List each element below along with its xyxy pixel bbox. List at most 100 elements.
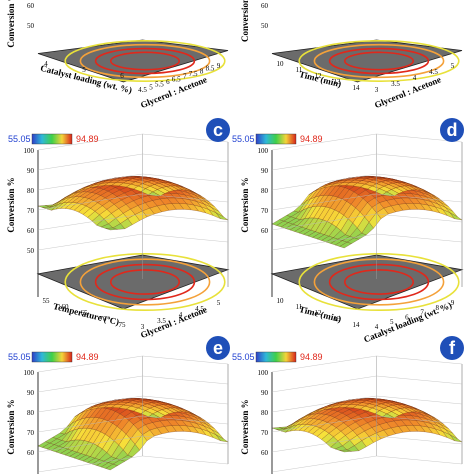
z-gridline [271, 435, 377, 453]
z-gridline [37, 375, 143, 393]
colorbar-min-label: 55.05 [8, 352, 31, 362]
colorbar-max-label: 94.89 [76, 134, 99, 144]
y-tick-label: 7.5 [189, 70, 198, 78]
floor-plane [271, 39, 463, 83]
z-gridline [142, 395, 229, 405]
y-tick-label: 8 [436, 304, 440, 312]
z-tick-label: 100 [258, 369, 269, 377]
x-tick-label: 10 [277, 60, 285, 68]
y-tick-label: 6 [405, 313, 409, 321]
z-gridline [37, 193, 143, 211]
z-tick-label: 80 [261, 409, 269, 417]
contour-line [64, 40, 226, 82]
z-tick-label: 90 [261, 389, 269, 397]
z-tick-label: 80 [27, 187, 35, 195]
z-gridline [142, 375, 229, 385]
y-tick-label: 6 [166, 78, 170, 86]
contour-line [313, 43, 445, 79]
contour-line [94, 47, 196, 75]
x-tick-label: 70 [100, 315, 108, 323]
z-gridline [271, 395, 377, 413]
z-tick-label: 70 [261, 429, 269, 437]
z-gridline [37, 355, 143, 373]
z-gridline [376, 455, 463, 465]
panel-badge [440, 118, 464, 142]
z-gridline [142, 193, 229, 203]
floor-plane [36, 254, 230, 310]
z-axis-title: Conversion % [240, 399, 250, 454]
y-tick-label: 8 [200, 67, 204, 75]
z-axis-title: Conversion % [240, 177, 250, 232]
z-gridline [142, 415, 229, 425]
y-tick-label: 3 [141, 323, 145, 331]
z-axis-title: Conversion [240, 0, 250, 42]
panel-badge [206, 336, 230, 360]
y-tick-label: 3.5 [391, 80, 400, 88]
colorbar-min-label: 55.05 [8, 134, 31, 144]
y-tick-label: 7 [183, 73, 187, 81]
y-tick-label: 5 [217, 299, 221, 307]
y-tick-label: 4 [375, 323, 379, 331]
colorbar [255, 133, 297, 145]
z-gridline [37, 233, 143, 251]
contour-line [343, 51, 414, 71]
z-gridline [271, 193, 377, 211]
z-axis-title: Conversion % [6, 399, 16, 454]
z-gridline [376, 355, 463, 365]
z-tick-label: 100 [24, 369, 35, 377]
contour-line [298, 252, 460, 312]
y-tick-label: 6.5 [172, 75, 181, 83]
axes-layer [37, 133, 463, 474]
y-tick-label: 7 [420, 309, 424, 317]
z-gridline [142, 233, 229, 243]
x-axis-title: Temperature (ºC) [52, 301, 120, 327]
panel-letter: e [213, 338, 223, 358]
x-tick-label: 12 [315, 72, 323, 80]
panel-letter: f [449, 338, 456, 358]
x-tick-label: 75 [119, 321, 127, 329]
z-gridline [142, 435, 229, 445]
z-gridline [37, 173, 143, 191]
z-tick-label: 100 [24, 147, 35, 155]
z-gridline [271, 355, 377, 373]
z-gridline [37, 213, 143, 231]
z-gridline [376, 213, 463, 223]
colorbar-min-label: 55.05 [232, 134, 255, 144]
z-axis-title: Conversion % [6, 177, 16, 232]
z-gridline [142, 355, 229, 365]
z-tick-label: 50 [27, 247, 35, 255]
z-gridline [37, 455, 143, 473]
y-tick-label: 5 [149, 83, 153, 91]
z-gridline [142, 455, 229, 465]
z-gridline [376, 153, 463, 163]
z-gridline [271, 415, 377, 433]
colorbar-max-label: 94.89 [300, 352, 323, 362]
z-gridline [271, 375, 377, 393]
panel-badge [206, 118, 230, 142]
z-gridline [37, 415, 143, 433]
contour-line [298, 40, 460, 82]
colorbar-min-label: 55.05 [232, 352, 255, 362]
z-gridline [376, 395, 463, 405]
z-gridline [37, 395, 143, 413]
z-gridline [376, 415, 463, 425]
y-tick-label: 4.5 [429, 68, 438, 76]
x-tick-label: 60 [62, 303, 70, 311]
x-tick-label: 6 [120, 72, 124, 80]
y-tick-label: 4.5 [195, 305, 204, 313]
z-tick-label: 70 [27, 429, 35, 437]
contour-line [79, 258, 211, 306]
z-gridline [271, 213, 377, 231]
colorbar-max-label: 94.89 [300, 134, 323, 144]
panel-letter: d [447, 120, 458, 140]
z-gridline [37, 435, 143, 453]
z-tick-label: 60 [261, 2, 269, 10]
z-tick-label: 60 [27, 449, 35, 457]
z-gridline [271, 173, 377, 191]
z-gridline [142, 153, 229, 163]
x-tick-label: 14 [353, 84, 361, 92]
z-tick-label: 60 [27, 227, 35, 235]
x-tick-label: 11 [296, 66, 303, 74]
x-tick-label: 13 [334, 315, 342, 323]
floors-layer [36, 39, 464, 312]
